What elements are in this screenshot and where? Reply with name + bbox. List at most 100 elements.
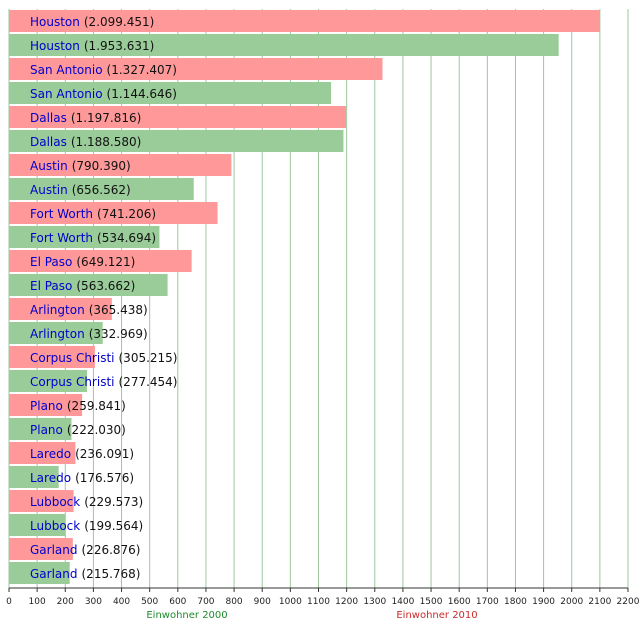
x-tick-label: 400 <box>113 597 130 607</box>
city-name: Houston <box>30 15 80 29</box>
city-name: El Paso <box>30 279 72 293</box>
bar-2000 <box>9 178 194 200</box>
city-name: Dallas <box>30 135 67 149</box>
bar-label: Arlington (365.438) <box>30 303 148 317</box>
bar-2000 <box>9 562 70 584</box>
x-tick-label: 800 <box>225 597 242 607</box>
city-name: Fort Worth <box>30 207 93 221</box>
value-label: (790.390) <box>72 159 131 173</box>
x-tick-label: 1600 <box>448 597 471 607</box>
city-name: Austin <box>30 159 68 173</box>
legend-entry: Einwohner 2010 <box>396 610 477 621</box>
x-tick-label: 1200 <box>335 597 358 607</box>
value-label: (332.969) <box>89 327 148 341</box>
x-tick-label: 1700 <box>476 597 499 607</box>
bar-label: Fort Worth (741.206) <box>30 207 156 221</box>
bar-2000 <box>9 418 72 440</box>
bar-2010 <box>9 10 600 32</box>
bar-2000 <box>9 370 88 392</box>
bar-2010 <box>9 298 112 320</box>
bar-label: Plano (259.841) <box>30 399 126 413</box>
value-label: (741.206) <box>97 207 156 221</box>
value-label: (222.030) <box>67 423 126 437</box>
city-name: Lubbock <box>30 495 80 509</box>
value-label: (1.953.631) <box>84 39 154 53</box>
bar-label: Houston (1.953.631) <box>30 39 154 53</box>
city-name: Garland <box>30 567 78 581</box>
bar-2000 <box>9 514 66 536</box>
city-name: Arlington <box>30 327 85 341</box>
bar-2010 <box>9 394 83 416</box>
value-label: (563.662) <box>76 279 135 293</box>
x-tick-label: 0 <box>6 597 12 607</box>
x-tick-label: 700 <box>197 597 214 607</box>
bar-label: Plano (222.030) <box>30 423 126 437</box>
x-tick-label: 1100 <box>307 597 330 607</box>
bar-2000 <box>9 130 344 152</box>
x-tick-label: 900 <box>254 597 271 607</box>
value-label: (305.215) <box>119 351 178 365</box>
bar-2010 <box>9 154 232 176</box>
x-tick-label: 2100 <box>588 597 611 607</box>
city-name: San Antonio <box>30 87 103 101</box>
bar-2000 <box>9 274 168 296</box>
bar-label: Laredo (176.576) <box>30 471 134 485</box>
bar-2010 <box>9 442 76 464</box>
bar-2010 <box>9 490 74 512</box>
bar-label: Corpus Christi (277.454) <box>30 375 178 389</box>
legend: Einwohner 2000 Einwohner 2010 <box>146 610 477 621</box>
x-axis: 0 100 200 300 400 500 600 700 800 900 1000 1100 1200… <box>6 587 640 607</box>
bar-2010 <box>9 106 347 128</box>
city-name: Arlington <box>30 303 85 317</box>
city-name: Fort Worth <box>30 231 93 245</box>
value-label: (1.197.816) <box>71 111 141 125</box>
city-name: Corpus Christi <box>30 351 115 365</box>
value-label: (199.564) <box>84 519 143 533</box>
bar-label: Corpus Christi (305.215) <box>30 351 178 365</box>
grid-lines <box>8 9 629 588</box>
bar-2010 <box>9 202 218 224</box>
bar-2000 <box>9 322 103 344</box>
bar-2010 <box>9 538 73 560</box>
city-name: Plano <box>30 423 63 437</box>
x-tick-label: 1900 <box>532 597 555 607</box>
city-name: Laredo <box>30 447 71 461</box>
city-name: El Paso <box>30 255 72 269</box>
city-name: San Antonio <box>30 63 103 77</box>
value-label: (229.573) <box>84 495 143 509</box>
value-label: (1.327.407) <box>107 63 177 77</box>
x-tick-label: 1500 <box>420 597 443 607</box>
x-tick-label: 300 <box>85 597 102 607</box>
x-tick-label: 500 <box>141 597 158 607</box>
city-name: Laredo <box>30 471 71 485</box>
bar-label: Lubbock (199.564) <box>30 519 143 533</box>
bar-label: San Antonio (1.327.407) <box>30 63 177 77</box>
value-label: (259.841) <box>67 399 126 413</box>
x-tick-label: 2000 <box>560 597 583 607</box>
bars-group <box>9 10 600 584</box>
bar-label: El Paso (649.121) <box>30 255 135 269</box>
bar-2000 <box>9 34 559 56</box>
bar-label: Dallas (1.197.816) <box>30 111 141 125</box>
x-tick-label: 600 <box>169 597 186 607</box>
bar-2000 <box>9 226 160 248</box>
value-label: (656.562) <box>72 183 131 197</box>
value-label: (365.438) <box>89 303 148 317</box>
value-label: (1.188.580) <box>71 135 141 149</box>
city-name: Lubbock <box>30 519 80 533</box>
bar-labels-group: Houston (2.099.451) Houston (1.953.631) San … <box>30 15 178 581</box>
bar-label: El Paso (563.662) <box>30 279 135 293</box>
value-label: (215.768) <box>82 567 141 581</box>
x-tick-label: 200 <box>57 597 74 607</box>
x-tick-label: 100 <box>29 597 46 607</box>
x-tick-label: 1300 <box>363 597 386 607</box>
bar-2010 <box>9 250 192 272</box>
value-label: (226.876) <box>82 543 141 557</box>
value-label: (649.121) <box>76 255 135 269</box>
legend-entry: Einwohner 2000 <box>146 610 227 621</box>
city-name: Austin <box>30 183 68 197</box>
city-name: Dallas <box>30 111 67 125</box>
city-name: Houston <box>30 39 80 53</box>
bar-label: Austin (790.390) <box>30 159 131 173</box>
